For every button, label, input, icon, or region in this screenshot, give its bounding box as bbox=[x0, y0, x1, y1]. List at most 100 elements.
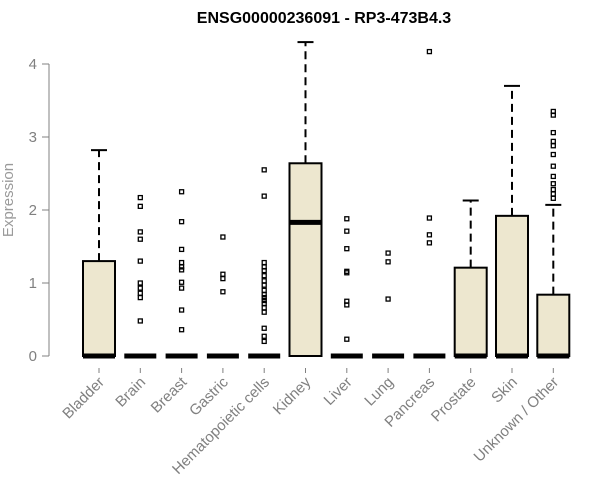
outlier-point bbox=[220, 289, 226, 295]
outlier-point bbox=[137, 203, 143, 210]
outlier-point bbox=[344, 268, 350, 274]
x-tick-label: Brain bbox=[112, 374, 149, 411]
outlier-point bbox=[550, 191, 556, 197]
outlier-point bbox=[426, 215, 433, 221]
outlier-point bbox=[137, 294, 143, 301]
outlier-point bbox=[261, 297, 267, 304]
box-liver bbox=[330, 216, 363, 359]
outlier-point bbox=[261, 294, 267, 301]
x-tick-label: Breast bbox=[148, 373, 191, 416]
outlier-point bbox=[178, 246, 185, 253]
outlier-point bbox=[550, 181, 556, 187]
outlier-point bbox=[426, 48, 433, 55]
box-lung bbox=[372, 250, 405, 359]
outlier-point bbox=[261, 259, 267, 266]
outlier-point bbox=[261, 333, 267, 339]
outlier-point bbox=[137, 290, 143, 296]
outlier-point bbox=[550, 108, 556, 115]
outlier-point bbox=[178, 259, 185, 266]
outlier-point bbox=[385, 259, 391, 265]
outlier-point bbox=[178, 189, 185, 195]
outlier-point bbox=[261, 193, 267, 199]
box-pancreas bbox=[413, 48, 446, 359]
y-axis: 0 1 2 3 4 bbox=[29, 56, 50, 365]
box-kidney bbox=[288, 41, 323, 357]
outlier-point bbox=[426, 240, 433, 246]
outlier-point bbox=[261, 309, 267, 315]
outlier-point bbox=[220, 234, 226, 240]
outlier-point bbox=[550, 151, 556, 158]
outlier-point bbox=[137, 229, 143, 235]
x-tick-label: Prostate bbox=[428, 374, 480, 426]
box-body bbox=[536, 293, 571, 357]
outlier-point bbox=[261, 292, 267, 298]
outlier-point bbox=[550, 138, 556, 145]
box-body bbox=[453, 266, 488, 358]
outlier-point bbox=[550, 143, 556, 149]
outlier-point bbox=[261, 278, 267, 284]
outlier-point bbox=[137, 318, 143, 324]
outlier-point bbox=[220, 275, 226, 282]
outlier-point bbox=[261, 282, 267, 288]
box-body bbox=[288, 162, 323, 357]
box-brain bbox=[124, 194, 157, 359]
boxes-group bbox=[82, 41, 571, 359]
outlier-point bbox=[261, 300, 267, 307]
outlier-point bbox=[261, 287, 267, 293]
box-breast bbox=[165, 189, 198, 359]
outlier-point bbox=[550, 195, 556, 201]
box-hematopoietic-cells bbox=[248, 167, 281, 359]
x-tick-label: Lung bbox=[361, 374, 397, 410]
outlier-point bbox=[178, 219, 185, 225]
box-skin bbox=[495, 84, 529, 359]
outlier-point bbox=[261, 273, 267, 279]
outlier-point bbox=[178, 285, 185, 291]
box-gastric bbox=[206, 234, 239, 359]
x-tick-label: Bladder bbox=[59, 374, 108, 423]
outlier-point bbox=[261, 305, 267, 311]
outlier-point bbox=[137, 258, 143, 264]
chart-title: ENSG00000236091 - RP3-473B4.3 bbox=[197, 10, 451, 27]
box-body bbox=[82, 260, 116, 358]
outlier-point bbox=[178, 264, 185, 270]
outlier-point bbox=[261, 338, 267, 345]
outlier-point bbox=[178, 267, 185, 273]
outlier-point bbox=[385, 250, 391, 256]
y-tick-label: 2 bbox=[29, 202, 37, 219]
outlier-point bbox=[344, 216, 350, 222]
outlier-point bbox=[137, 194, 143, 201]
outlier-point bbox=[137, 236, 143, 242]
outlier-point bbox=[261, 325, 267, 331]
box-prostate bbox=[453, 199, 488, 359]
outlier-point bbox=[178, 327, 185, 333]
outlier-point bbox=[344, 228, 350, 234]
outlier-point bbox=[344, 298, 350, 304]
outlier-point bbox=[178, 279, 185, 285]
y-tick-label: 0 bbox=[29, 348, 37, 365]
outlier-point bbox=[137, 285, 143, 291]
outlier-point bbox=[220, 271, 226, 277]
x-tick-label: Liver bbox=[321, 374, 356, 409]
outlier-point bbox=[137, 280, 143, 286]
box-unknown-other bbox=[536, 108, 571, 359]
x-tick-label: Skin bbox=[488, 374, 521, 407]
outlier-point bbox=[550, 173, 556, 180]
outlier-point bbox=[261, 264, 267, 270]
y-tick-label: 3 bbox=[29, 129, 37, 146]
outlier-point bbox=[178, 307, 185, 313]
box-body bbox=[495, 214, 529, 357]
outlier-point bbox=[261, 167, 267, 173]
y-axis-label: Expression bbox=[0, 163, 17, 237]
outlier-point bbox=[550, 163, 556, 169]
outlier-point bbox=[344, 246, 350, 252]
y-tick-label: 1 bbox=[29, 275, 37, 292]
box-bladder bbox=[82, 149, 116, 359]
outlier-point bbox=[426, 232, 433, 238]
outlier-point bbox=[385, 296, 391, 302]
outlier-point bbox=[550, 186, 556, 193]
outlier-point bbox=[550, 129, 556, 136]
x-tick-label: Kidney bbox=[270, 373, 315, 418]
y-tick-label: 4 bbox=[29, 56, 37, 73]
